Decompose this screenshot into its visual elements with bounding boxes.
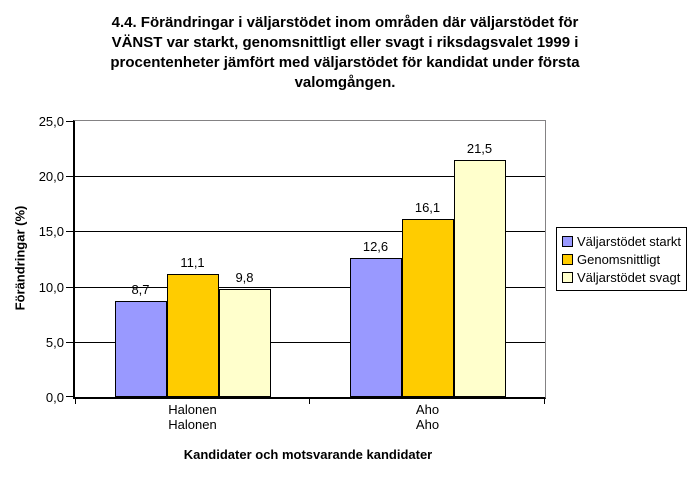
y-tick-label: 25,0 [38,114,64,129]
bar-value-label: 21,5 [466,140,493,156]
category-label: Halonen Halonen [168,402,217,432]
y-axis-tick [66,176,73,178]
category-label: Aho Aho [415,402,440,432]
chart-title-line: procentenheter jämfört med väljarstödet … [110,54,580,71]
legend-swatch [562,271,573,283]
y-axis-tick [66,341,73,343]
legend-item-3: Väljarstödet svagt [562,268,681,286]
chart-title-line: valomgången. [294,74,396,91]
y-axis-tick [66,121,73,122]
gridline [75,176,545,178]
y-tick-label: 0,0 [45,390,64,405]
gridline [75,231,545,233]
chart-title: 4.4. Förändringar i väljarstödet inom om… [0,13,690,93]
bar-series2-group1 [166,274,219,397]
chart-title-line: 4.4. Förändringar i väljarstödet inom om… [111,14,579,31]
y-axis-tick [66,286,73,288]
legend-swatch [562,235,573,247]
legend-label: Genomsnittligt [577,251,661,267]
x-axis-tick [544,399,545,404]
legend-item-1: Väljarstödet starkt [562,232,681,250]
y-axis-tick [66,231,73,233]
bar-value-label: 11,1 [180,255,205,271]
y-tick-label: 5,0 [45,334,64,350]
y-tick-label: 10,0 [38,279,64,295]
legend-label: Väljarstödet svagt [577,269,681,285]
y-tick-label: 20,0 [38,169,64,185]
y-tick-label: 15,0 [38,224,64,240]
y-axis-labels: 0,0 5,0 10,0 15,0 20,0 25,0 [18,115,68,404]
bar-value-label: 8,7 [131,281,150,297]
gridline [75,341,545,343]
bar-series1-group1 [114,300,167,397]
legend-swatch [562,253,573,265]
bar-series1-group2 [349,257,402,397]
bar-value-label: 9,8 [235,269,254,285]
bar-series2-group2 [401,219,454,397]
bar-series3-group1 [218,288,271,397]
bar-value-label: 16,1 [414,200,441,216]
x-axis-tick [309,399,310,404]
plot-area: 8,7 11,1 9,8 Halonen Halonen 12,6 16,1 21,5 Aho… [66,120,546,432]
gridline [75,286,545,288]
y-axis-tick [66,396,73,397]
bar-value-label: 12,6 [362,238,389,254]
x-axis-title: Kandidater och motsvarande kandidater [183,447,433,462]
x-axis-tick [75,399,76,404]
legend: Väljarstödet starkt Genomsnittligt Väljars… [556,227,688,291]
chart-title-line: VÄNST var starkt, genomsnittligt eller s… [111,34,579,51]
legend-label: Väljarstödet starkt [577,233,682,249]
bar-series3-group2 [453,159,506,397]
legend-item-2: Genomsnittligt [562,250,681,268]
